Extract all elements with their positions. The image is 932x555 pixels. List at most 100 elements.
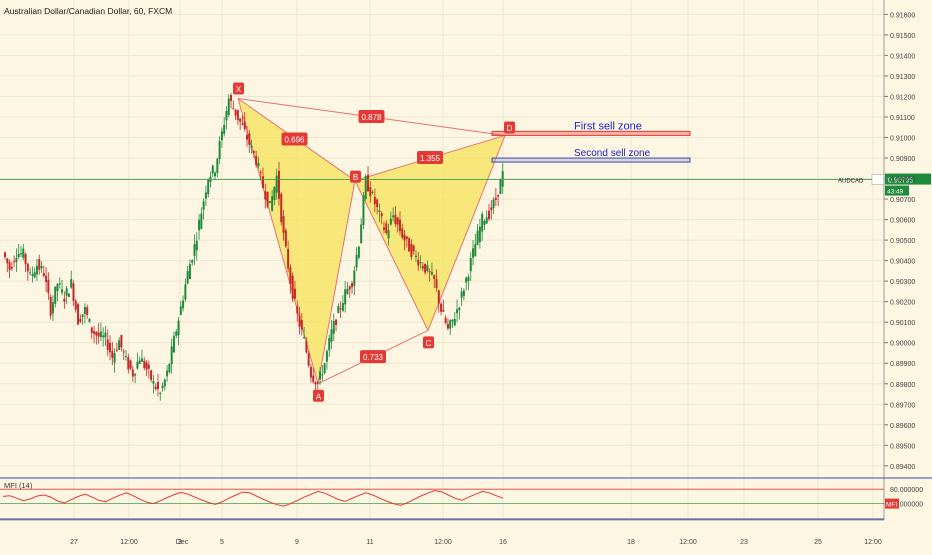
candle-body [424,263,427,273]
candle-body [35,265,38,275]
candle-body [31,274,34,276]
candle-body [303,337,306,339]
last-price-value: 0.90795 [888,178,913,185]
y-tick-label: 0.90400 [890,259,915,266]
candle-body [346,288,349,294]
candle-body [246,135,249,140]
candle-body [405,236,408,239]
y-tick-label: 0.90200 [890,300,915,307]
candle-body [19,253,22,255]
axes: 0.91600 0.91500 0.91400 0.91300 0.91200 0.911… [0,0,915,546]
x-tick-label: 16 [499,539,507,546]
mfi-line [2,490,504,507]
y-tick-label: 0.91000 [890,135,915,142]
candle-body [367,174,370,192]
candle-body [230,95,233,101]
candle-body [227,98,230,115]
candle-body [364,175,367,200]
first-sell-zone-label: First sell zone [574,120,642,132]
candle-body [360,224,363,244]
candle-body [6,258,9,264]
candle-body [408,238,411,252]
point-label-x: X [236,85,242,94]
candle-body [293,288,296,299]
candle-body [26,263,29,272]
candle-body [433,275,436,280]
y-tick-label: 0.90000 [890,341,915,348]
countdown-badge [885,185,909,196]
candle-body [401,228,404,238]
candle-body [143,360,146,369]
candle-body [330,329,333,342]
candle-body [168,363,171,373]
candle-body [47,279,50,294]
pattern-leg [427,135,506,331]
candle-body [362,195,365,225]
candle-body [376,199,379,207]
candle-body [214,172,217,177]
candle-body [243,121,246,130]
y-tick-label: 0.90100 [890,320,915,327]
candle-body [15,257,18,262]
candle-body [113,353,116,363]
candle-body [163,379,166,387]
candle-body [166,370,169,377]
candle-body [353,270,356,286]
candle-body [102,335,105,338]
candle-body [261,176,264,189]
candle-body [273,187,276,201]
candle-body [225,110,228,121]
x-tick-label: 12:00 [120,539,138,546]
candle-body [109,342,112,353]
candle-body [446,323,449,329]
candle-body [147,364,150,369]
point-badge-b [350,170,361,183]
candle-body [412,245,415,252]
candle-body [93,331,96,334]
candle-body [321,374,324,376]
candle-body [462,290,465,297]
candle-body [421,265,424,269]
y-tick-label: 0.91400 [890,53,915,60]
candle-body [24,253,27,265]
point-badge-x [233,82,244,95]
candle-body [154,386,157,389]
y-tick-label: 0.90300 [890,279,915,286]
candle-body [369,187,372,197]
candle-body [42,273,45,277]
candle-body [456,309,459,314]
candle-body [398,219,401,232]
candle-body [277,170,280,199]
candle-body [449,320,452,329]
point-label-b: B [353,173,358,182]
x-tick-label: Dec [176,539,189,546]
candle-body [191,260,194,263]
candle-body [159,392,162,394]
candle-body [49,296,52,316]
pattern-leg [317,180,356,384]
candle-body [392,215,395,218]
candle-body [234,109,237,116]
candle-body [223,124,226,134]
mfi-level-label: 80.000000 [890,487,923,494]
y-tick-label: 0.89700 [890,402,915,409]
candle-body [282,216,285,233]
x-tick-label: 27 [70,539,78,546]
candle-body [305,341,308,353]
first-sell-zone [491,130,691,136]
y-tick-label: 0.89600 [890,423,915,430]
candle-body [193,244,196,256]
candle-body [396,217,399,225]
candle-body [125,356,128,358]
candle-body [460,291,463,298]
candle-body [378,210,381,213]
candle-body [271,196,274,211]
candle-body [255,156,258,166]
candle-body [435,278,438,288]
mfi-title: MFI (14) [4,481,33,490]
candle-body [492,199,495,209]
candle-body [211,165,214,174]
candle-body [458,307,461,311]
